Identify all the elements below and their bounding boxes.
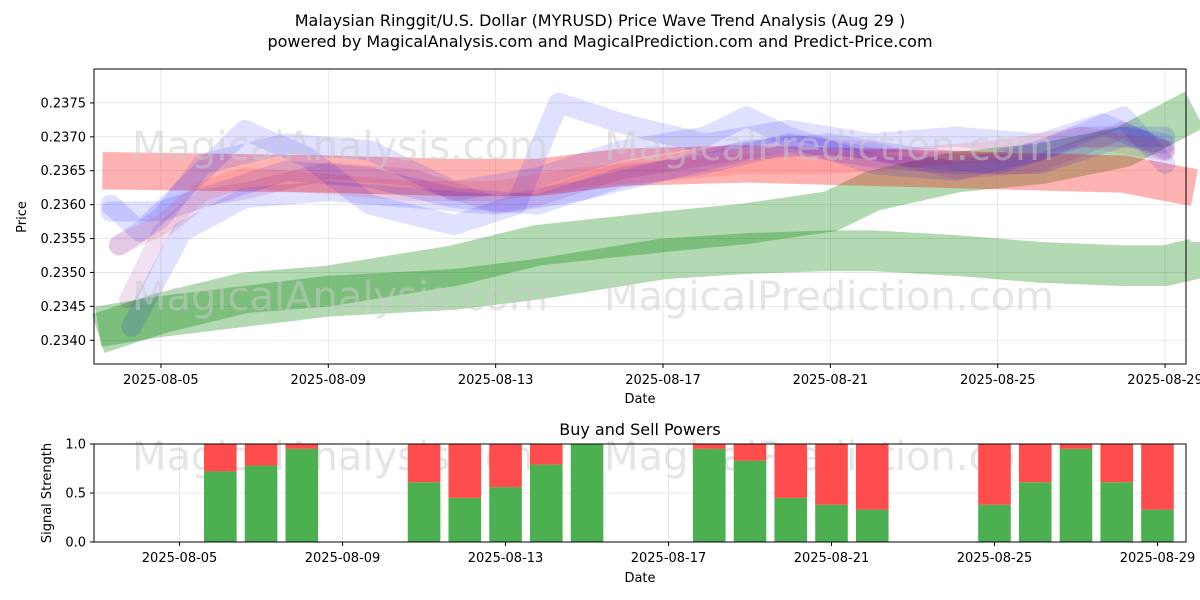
- buy-bar-2025-08-13: [489, 487, 522, 542]
- buy-bar-2025-08-20: [774, 497, 808, 542]
- bottom-plot: Buy and Sell Powers MagicalAnalysis.comM…: [40, 420, 1195, 586]
- bottom-x-tick-label-2: 2025-08-13: [468, 551, 544, 566]
- top-x-tick-label-1: 2025-08-09: [291, 373, 367, 388]
- top-y-tick-label-5: 0.2365: [41, 164, 87, 179]
- top-y-axis-label: Price: [15, 201, 30, 233]
- top-y-tick-label-6: 0.2370: [41, 130, 87, 145]
- buy-bar-2025-08-12: [448, 497, 482, 542]
- top-y-tick-label-4: 0.2360: [41, 198, 87, 213]
- trend-band-2: [102, 145, 1198, 207]
- watermark-1: MagicalPrediction.com: [604, 124, 1054, 170]
- sell-bar-2025-08-20: [774, 444, 808, 498]
- top-watermarks: MagicalAnalysis.com MagicalPrediction.com…: [132, 124, 1054, 320]
- top-y-tick-label-1: 0.2345: [41, 300, 87, 315]
- buy-bar-2025-08-08: [285, 448, 319, 542]
- buy-bar-2025-08-19: [733, 460, 767, 542]
- bottom-x-tick-label-3: 2025-08-17: [631, 551, 707, 566]
- sell-bar-2025-08-25: [978, 444, 1011, 505]
- buy-bar-2025-08-07: [244, 465, 278, 542]
- bottom-watermark-0: MagicalAnalysis.com: [132, 434, 548, 480]
- sell-bar-2025-08-22: [855, 444, 889, 510]
- wave-line-5: [119, 121, 1174, 309]
- chart-title: Malaysian Ringgit/U.S. Dollar (MYRUSD) P…: [295, 11, 906, 30]
- top-y-ticks: 0.2340 0.2345 0.2350 0.2355 0.2360 0.2365 0.23…: [41, 96, 94, 349]
- chart-subtitle: powered by MagicalAnalysis.com and Magic…: [267, 32, 932, 51]
- bottom-y-tick-label-0: 0.0: [65, 536, 86, 551]
- buy-bar-2025-08-26: [1018, 482, 1052, 542]
- buy-bar-2025-08-22: [855, 509, 889, 542]
- top-y-tick-label-3: 0.2355: [41, 232, 87, 247]
- top-grid: [94, 69, 1186, 364]
- sell-bar-2025-08-07: [244, 444, 278, 466]
- trend-band-0: [94, 224, 1200, 347]
- buy-bar-2025-08-27: [1059, 448, 1093, 542]
- sell-bar-2025-08-08: [285, 444, 319, 449]
- sell-bar-2025-08-28: [1100, 444, 1134, 483]
- top-x-tick-label-4: 2025-08-21: [793, 373, 869, 388]
- bottom-chart-title: Buy and Sell Powers: [559, 420, 721, 439]
- sell-bar-2025-08-26: [1018, 444, 1052, 483]
- bottom-x-tick-label-5: 2025-08-25: [957, 551, 1033, 566]
- buy-bar-2025-08-06: [204, 471, 237, 542]
- sell-bar-2025-08-13: [489, 444, 522, 488]
- top-x-tick-label-2: 2025-08-13: [458, 373, 534, 388]
- trend-band-1: [91, 91, 1200, 353]
- wave-line-3: [121, 126, 1176, 337]
- bottom-x-tick-label-1: 2025-08-09: [305, 551, 381, 566]
- sell-bar-2025-08-11: [407, 444, 441, 483]
- watermark-3: MagicalPrediction.com: [604, 274, 1054, 320]
- sell-bar-2025-08-19: [733, 444, 767, 461]
- watermark-0: MagicalAnalysis.com: [132, 124, 548, 170]
- top-y-tick-label-2: 0.2350: [41, 266, 87, 281]
- bottom-x-tick-label-4: 2025-08-21: [794, 551, 870, 566]
- sell-bar-2025-08-27: [1059, 444, 1093, 449]
- wave-line-1: [100, 126, 1176, 222]
- top-waves: [100, 92, 1176, 337]
- buy-bar-2025-08-15: [570, 444, 604, 542]
- bottom-x-tick-label-6: 2025-08-29: [1120, 551, 1196, 566]
- bottom-x-axis-label: Date: [624, 571, 655, 586]
- sell-bar-2025-08-29: [1141, 444, 1174, 510]
- buy-bar-2025-08-21: [815, 504, 848, 542]
- top-y-tick-label-0: 0.2340: [41, 334, 87, 349]
- wave-line-4: [108, 126, 1176, 256]
- bottom-y-tick-label-2: 1.0: [65, 438, 86, 453]
- sell-bar-2025-08-06: [204, 444, 237, 472]
- bottom-y-ticks: 0.0 0.5 1.0: [65, 438, 94, 551]
- wave-line-2: [108, 106, 1176, 256]
- buy-bar-2025-08-29: [1141, 509, 1174, 542]
- buy-bar-2025-08-25: [978, 504, 1011, 542]
- top-x-tick-label-0: 2025-08-05: [123, 373, 199, 388]
- top-x-tick-label-6: 2025-08-29: [1127, 373, 1200, 388]
- top-x-ticks: 2025-08-05 2025-08-09 2025-08-13 2025-08-17…: [123, 364, 1200, 388]
- sell-bar-2025-08-21: [815, 444, 848, 505]
- top-plot: MagicalAnalysis.com MagicalPrediction.com…: [15, 68, 1200, 407]
- top-y-tick-label-7: 0.2375: [41, 96, 87, 111]
- sell-bar-2025-08-14: [529, 444, 563, 465]
- wave-line-0: [100, 92, 1176, 242]
- buy-bar-2025-08-28: [1100, 482, 1134, 542]
- top-x-axis-label: Date: [624, 392, 655, 407]
- top-x-tick-label-3: 2025-08-17: [625, 373, 701, 388]
- watermark-2: MagicalAnalysis.com: [132, 274, 548, 320]
- top-bands: [91, 91, 1200, 353]
- bottom-y-tick-label-1: 0.5: [65, 487, 86, 502]
- buy-bar-2025-08-11: [407, 482, 441, 542]
- sell-bar-2025-08-12: [448, 444, 482, 498]
- bottom-x-ticks: 2025-08-05 2025-08-09 2025-08-13 2025-08-17…: [142, 542, 1195, 566]
- buy-bar-2025-08-14: [529, 464, 563, 542]
- top-x-tick-label-5: 2025-08-25: [960, 373, 1036, 388]
- bottom-y-axis-label: Signal Strength: [40, 443, 55, 543]
- bottom-bars: [204, 444, 1174, 542]
- bottom-x-tick-label-0: 2025-08-05: [142, 551, 218, 566]
- buy-bar-2025-08-18: [692, 448, 726, 542]
- sell-bar-2025-08-18: [692, 444, 726, 449]
